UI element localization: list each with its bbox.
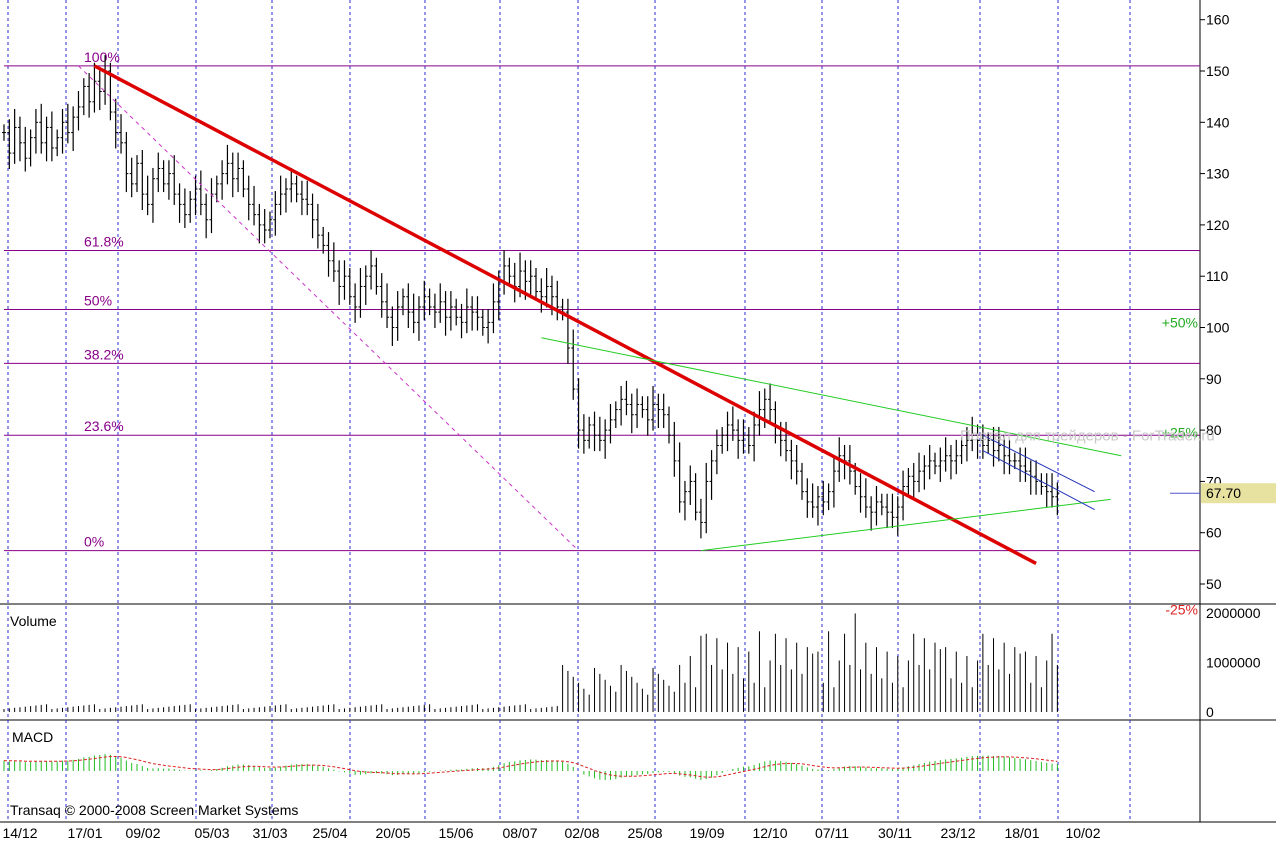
last-price-box <box>1201 483 1276 504</box>
projection-label: -25% <box>1165 602 1198 618</box>
trendline <box>78 65 579 552</box>
price-bars <box>2 55 1060 539</box>
last-price-marker: 67.70 <box>1170 483 1276 504</box>
date-tick-label: 14/12 <box>2 825 37 841</box>
date-tick-label: 08/07 <box>502 825 537 841</box>
price-tick-label: 150 <box>1206 63 1230 79</box>
date-tick-label: 25/04 <box>312 825 347 841</box>
date-tick-label: 10/02 <box>1065 825 1100 841</box>
price-tick-label: 60 <box>1206 525 1222 541</box>
fib-level-label: 23.6% <box>84 418 124 434</box>
fib-level-label: 100% <box>84 49 120 65</box>
price-tick-label: 100 <box>1206 320 1230 336</box>
price-tick-label: 120 <box>1206 217 1230 233</box>
date-tick-label: 31/03 <box>252 825 287 841</box>
price-tick-label: 130 <box>1206 166 1230 182</box>
price-tick-label: 80 <box>1206 422 1222 438</box>
price-tick-label: 90 <box>1206 371 1222 387</box>
trendline <box>982 450 1095 511</box>
date-tick-label: 17/01 <box>67 825 102 841</box>
fibonacci-levels: 100% 61.8% 50% 38.2% 23.6% 0% <box>4 49 1200 552</box>
copyright-footer: Transaq © 2000-2008 Screen Market System… <box>10 802 298 818</box>
volume-tick-label: 0 <box>1206 704 1214 720</box>
fib-level-label: 61.8% <box>84 234 124 250</box>
panel-frames <box>0 0 1276 823</box>
macd-signal-line <box>3 756 1058 778</box>
date-tick-label: 15/06 <box>438 825 473 841</box>
projection-labels: +50% +25% -25% <box>1162 314 1198 617</box>
date-tick-label: 30/11 <box>878 825 912 841</box>
trendline <box>541 337 1122 457</box>
fib-level-label: 38.2% <box>84 346 124 362</box>
fib-level-label: 0% <box>84 534 104 550</box>
date-axis: 14/12 17/01 09/02 05/03 31/03 25/04 20/05 15/06… <box>2 825 1100 841</box>
last-price-label: 67.70 <box>1206 485 1241 501</box>
date-tick-label: 05/03 <box>194 825 229 841</box>
trendline <box>700 498 1111 552</box>
projection-label: +25% <box>1162 425 1198 441</box>
trendline <box>982 434 1095 493</box>
price-tick-label: 160 <box>1206 12 1230 28</box>
date-tick-label: 20/05 <box>375 825 410 841</box>
volume-axis: 0 1000000 2000000 <box>1206 605 1261 720</box>
volume-bars <box>3 613 1058 712</box>
date-tick-label: 02/08 <box>564 825 599 841</box>
volume-title: Volume <box>10 613 57 629</box>
price-tick-label: 140 <box>1206 114 1230 130</box>
macd-title: MACD <box>12 729 53 745</box>
volume-tick-label: 2000000 <box>1206 605 1261 621</box>
date-tick-label: 09/02 <box>125 825 160 841</box>
date-tick-label: 07/11 <box>815 825 849 841</box>
volume-tick-label: 1000000 <box>1206 654 1261 670</box>
price-tick-label: 110 <box>1206 268 1229 284</box>
projection-label: +50% <box>1162 314 1198 330</box>
date-tick-label: 18/01 <box>1004 825 1039 841</box>
watermark: Портал для трейдеров - ForTrader.ru <box>960 427 1215 444</box>
date-tick-label: 23/12 <box>940 825 975 841</box>
trendline <box>93 64 1037 566</box>
date-tick-label: 19/09 <box>689 825 724 841</box>
date-tick-label: 12/10 <box>752 825 787 841</box>
date-tick-label: 25/08 <box>627 825 662 841</box>
trendlines <box>78 64 1122 566</box>
fib-level-label: 50% <box>84 293 112 309</box>
price-tick-label: 50 <box>1206 576 1222 592</box>
macd-histogram <box>3 753 1058 781</box>
